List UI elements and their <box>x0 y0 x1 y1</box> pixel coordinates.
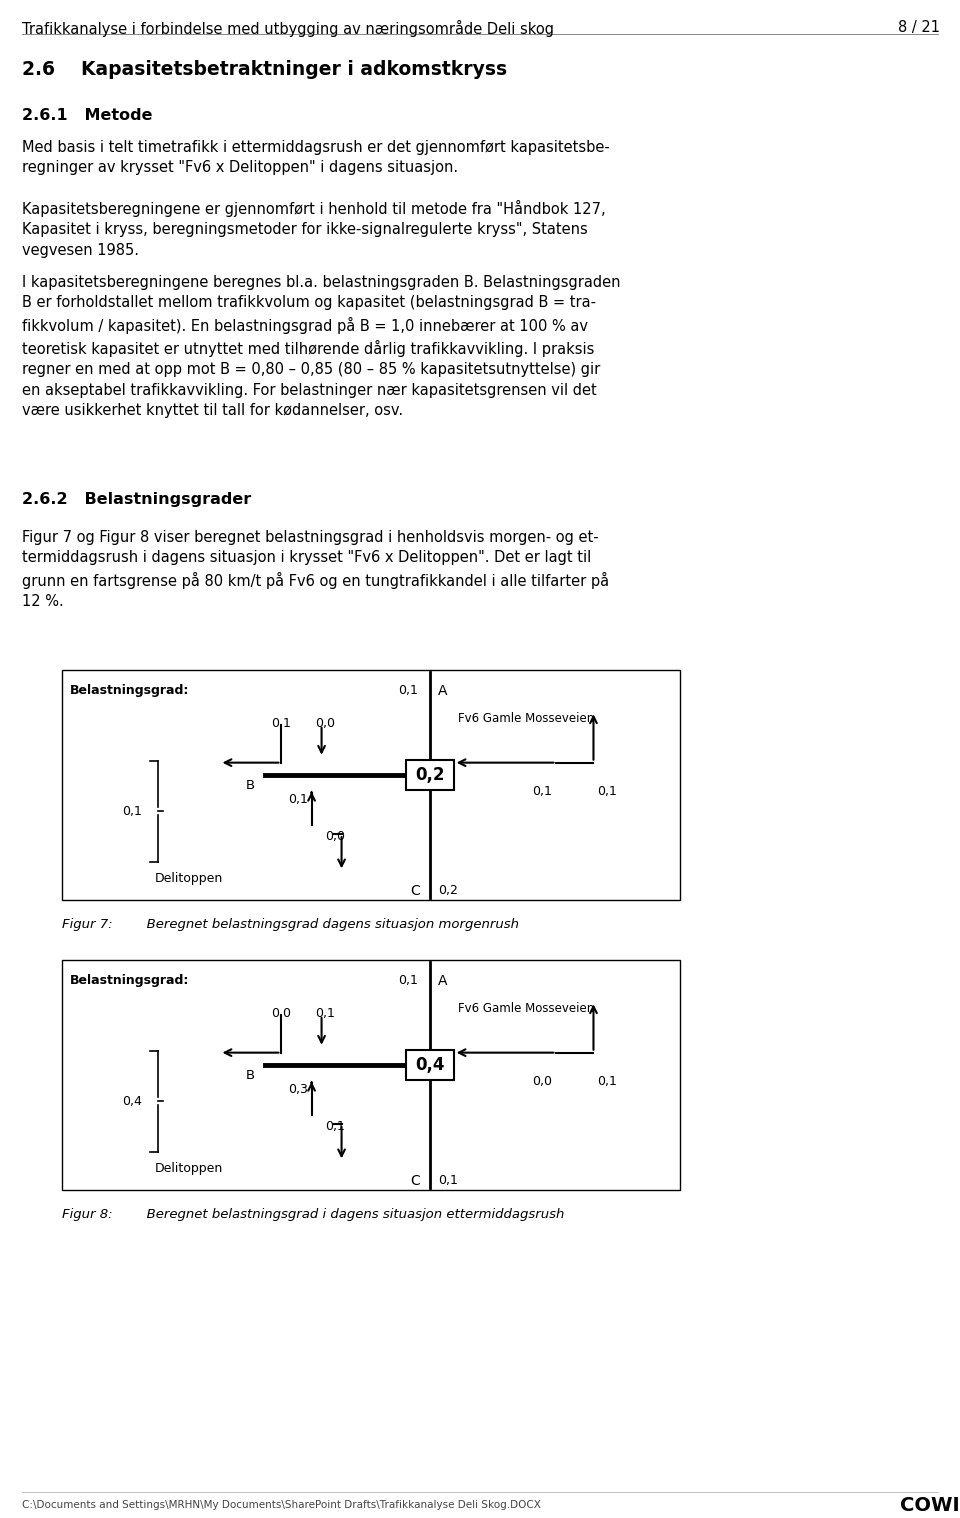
Text: Belastningsgrad:: Belastningsgrad: <box>70 975 189 987</box>
Bar <box>62 959 680 1190</box>
Text: 2.6    Kapasitetsbetraktninger i adkomstkryss: 2.6 Kapasitetsbetraktninger i adkomstkry… <box>22 61 507 79</box>
Bar <box>62 669 680 900</box>
Text: I kapasitetsberegningene beregnes bl.a. belastningsgraden B. Belastningsgraden
B: I kapasitetsberegningene beregnes bl.a. … <box>22 275 620 419</box>
Text: B: B <box>246 779 255 792</box>
Text: A: A <box>438 975 447 988</box>
Text: 0,1: 0,1 <box>597 785 617 797</box>
Text: Fv6 Gamle Mosseveien: Fv6 Gamle Mosseveien <box>458 712 594 726</box>
Text: 0,1: 0,1 <box>397 975 418 987</box>
Text: 0,1: 0,1 <box>533 785 552 797</box>
Text: Figur 7:        Beregnet belastningsgrad dagens situasjon morgenrush: Figur 7: Beregnet belastningsgrad dagens… <box>62 918 519 931</box>
Text: 0,1: 0,1 <box>397 685 418 697</box>
Text: Delitoppen: Delitoppen <box>155 871 224 885</box>
Text: 0,0: 0,0 <box>325 830 346 842</box>
Text: Fv6 Gamle Mosseveien: Fv6 Gamle Mosseveien <box>458 1002 594 1016</box>
Text: 0,2: 0,2 <box>415 765 444 783</box>
Text: 0,1: 0,1 <box>316 1006 335 1020</box>
Bar <box>406 759 454 789</box>
Text: Med basis i telt timetrafikk i ettermiddagsrush er det gjennomført kapasitetsbe-: Med basis i telt timetrafikk i ettermidd… <box>22 140 610 176</box>
Text: C: C <box>410 883 420 899</box>
Text: 0,1: 0,1 <box>122 805 142 818</box>
Text: C:\Documents and Settings\MRHN\My Documents\SharePoint Drafts\Trafikkanalyse Del: C:\Documents and Settings\MRHN\My Docume… <box>22 1500 540 1510</box>
Text: 0,2: 0,2 <box>438 883 458 897</box>
Text: C: C <box>410 1173 420 1189</box>
Text: 0,0: 0,0 <box>316 716 336 730</box>
Text: 0,1: 0,1 <box>597 1075 617 1088</box>
Text: 0,3: 0,3 <box>288 1082 307 1096</box>
Text: Figur 7 og Figur 8 viser beregnet belastningsgrad i henholdsvis morgen- og et-
t: Figur 7 og Figur 8 viser beregnet belast… <box>22 530 610 609</box>
Text: 0,0: 0,0 <box>272 1006 292 1020</box>
Text: A: A <box>438 685 447 698</box>
Text: 2.6.1   Metode: 2.6.1 Metode <box>22 108 153 123</box>
Text: 0,1: 0,1 <box>325 1120 346 1132</box>
Text: Belastningsgrad:: Belastningsgrad: <box>70 685 189 697</box>
Text: 0,4: 0,4 <box>415 1055 444 1073</box>
Text: COWI: COWI <box>900 1497 960 1515</box>
Text: 8 / 21: 8 / 21 <box>898 20 940 35</box>
Text: Trafikkanalyse i forbindelse med utbygging av næringsområde Deli skog: Trafikkanalyse i forbindelse med utbyggi… <box>22 20 554 36</box>
Text: 2.6.2   Belastningsgrader: 2.6.2 Belastningsgrader <box>22 492 252 507</box>
Text: 0,1: 0,1 <box>272 716 291 730</box>
Text: Kapasitetsberegningene er gjennomført i henhold til metode fra "Håndbok 127,
Kap: Kapasitetsberegningene er gjennomført i … <box>22 200 606 258</box>
Text: 0,1: 0,1 <box>438 1173 458 1187</box>
Text: Figur 8:        Beregnet belastningsgrad i dagens situasjon ettermiddagsrush: Figur 8: Beregnet belastningsgrad i dage… <box>62 1208 564 1220</box>
Text: 0,1: 0,1 <box>288 792 307 806</box>
Text: 0,4: 0,4 <box>122 1094 142 1108</box>
Text: Delitoppen: Delitoppen <box>155 1163 224 1175</box>
Text: 0,0: 0,0 <box>533 1075 552 1088</box>
Text: B: B <box>246 1069 255 1082</box>
Bar <box>406 1049 454 1079</box>
